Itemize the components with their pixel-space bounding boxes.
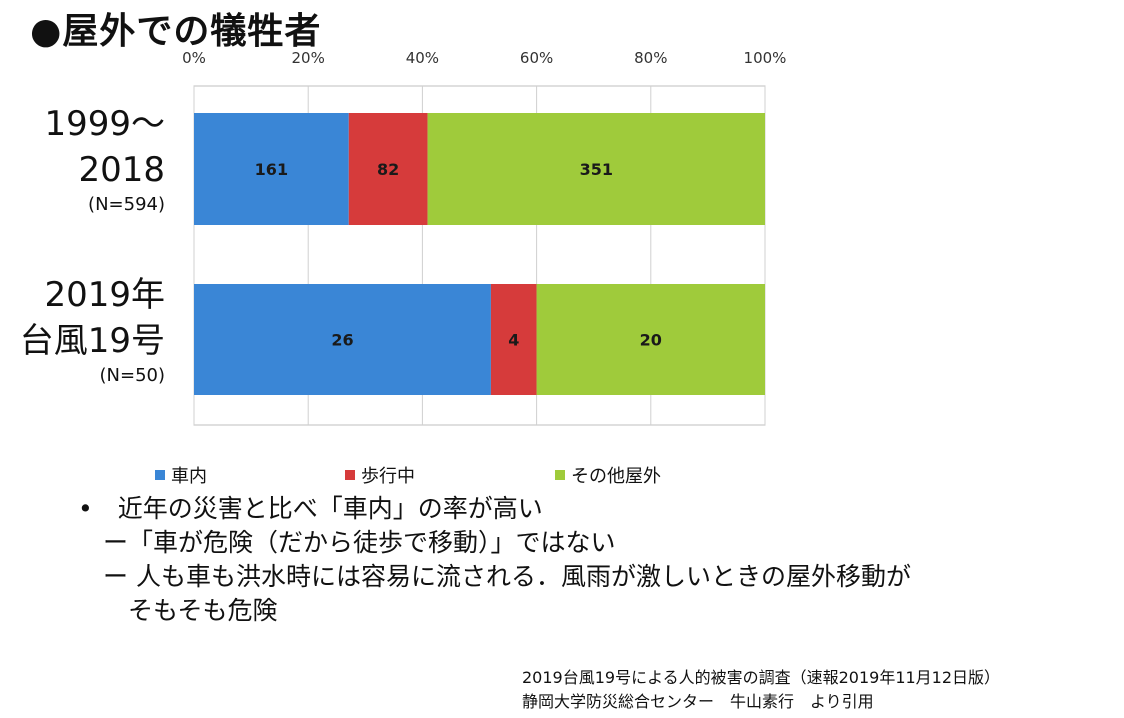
source-line: 2019台風19号による人的被害の調査（速報2019年11月12日版） — [522, 668, 1001, 687]
data-label: 161 — [255, 160, 288, 179]
bar-segment — [194, 284, 491, 395]
source-citation: 2019台風19号による人的被害の調査（速報2019年11月12日版） 静岡大学防… — [522, 666, 1000, 714]
x-tick-label: 100% — [744, 49, 787, 67]
bullet-line: • 近年の災害と比べ「車内」の率が高い — [78, 494, 543, 523]
bar-segment — [427, 113, 765, 225]
category-n-label: (N=594) — [88, 194, 165, 215]
legend-item: 歩行中 — [345, 462, 415, 488]
bullet-line: ー 人も車も洪水時には容易に流される．風雨が激しいときの屋外移動が — [78, 562, 911, 591]
data-label: 20 — [640, 331, 662, 350]
legend-swatch — [155, 470, 165, 480]
bar-segment — [490, 284, 537, 395]
x-tick-label: 40% — [406, 49, 439, 67]
category-label: 1999～ 2018 (N=594) — [44, 101, 165, 217]
category-label-line: 2019年 — [44, 275, 165, 315]
legend-swatch — [345, 470, 355, 480]
data-label: 351 — [580, 160, 613, 179]
source-line: 静岡大学防災総合センター 牛山素行 より引用 — [522, 692, 874, 711]
x-tick-label: 80% — [634, 49, 667, 67]
data-label: 26 — [331, 331, 353, 350]
legend-label: その他屋外 — [571, 466, 661, 487]
category-n-label: (N=50) — [99, 365, 166, 386]
category-label: 2019年台風19号 (N=50) — [20, 272, 165, 388]
legend: 車内 歩行中 その他屋外 — [0, 0, 1124, 487]
x-tick-label: 60% — [520, 49, 553, 67]
bar-segment — [536, 284, 765, 395]
bar-segment — [194, 113, 349, 225]
bar-segment — [348, 113, 428, 225]
bullet-line: ー「車が危険（だから徒歩で移動）」ではない — [78, 528, 616, 557]
x-tick-label: 0% — [182, 49, 206, 67]
x-tick-label: 20% — [292, 49, 325, 67]
page-title: ●屋外での犠牲者 — [30, 11, 322, 52]
category-label-line: 台風19号 — [19, 321, 165, 361]
category-label-line: 1999～ — [44, 104, 165, 144]
legend-label: 車内 — [171, 466, 207, 487]
category-label-line: 2018 — [78, 150, 165, 190]
legend-item: 車内 — [155, 462, 207, 488]
legend-swatch — [555, 470, 565, 480]
legend-item: その他屋外 — [555, 462, 661, 488]
data-label: 82 — [377, 160, 399, 179]
data-label: 4 — [508, 331, 519, 350]
bullet-list: • 近年の災害と比べ「車内」の率が高い ー「車が危険（だから徒歩で移動）」ではな… — [78, 492, 911, 628]
bullet-line: そもそも危険 — [78, 596, 278, 625]
legend-label: 歩行中 — [361, 466, 415, 487]
